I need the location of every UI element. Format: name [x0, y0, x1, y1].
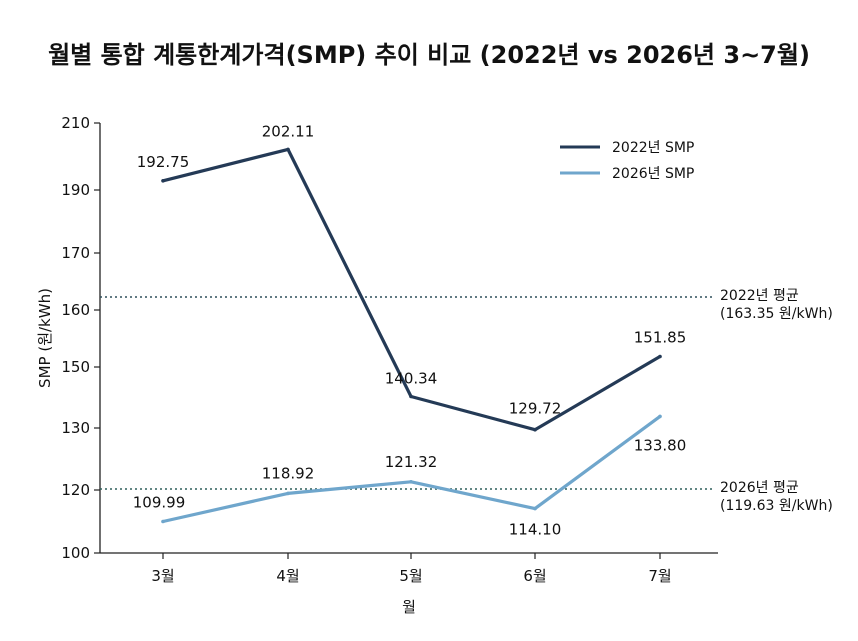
data-point — [533, 427, 537, 432]
data-point — [658, 354, 662, 359]
data-point — [286, 491, 290, 496]
data-point — [409, 394, 413, 399]
data-label: 192.75 — [137, 153, 190, 171]
y-tick-label: 100 — [61, 544, 90, 562]
data-labels: 192.75 202.11 140.34 129.72 151.85 109.99 118.… — [133, 122, 687, 538]
reference-value-label: (119.63 원/kWh) — [720, 498, 833, 514]
data-label: 118.92 — [262, 464, 315, 482]
chart-title: 월별 통합 계통한계가격(SMP) 추이 비교 (2022년 vs 2026년 … — [48, 41, 810, 69]
series-line-0 — [161, 147, 662, 432]
data-point — [533, 506, 537, 511]
y-tick-label: 150 — [61, 358, 90, 376]
y-tick-label: 130 — [61, 419, 90, 437]
y-axis-ticks: 100 120 130 150 160 170 190 210 — [61, 114, 100, 562]
legend: 2022년 SMP 2026년 SMP — [560, 140, 694, 182]
y-tick-label: 170 — [61, 244, 90, 262]
x-tick-label: 7월 — [648, 567, 671, 585]
y-axis-title: SMP (원/kWh) — [36, 288, 54, 388]
x-axis-title: 월 — [402, 598, 416, 616]
legend-label-2026: 2026년 SMP — [612, 166, 694, 182]
x-tick-label: 5월 — [399, 567, 422, 585]
y-tick-label: 160 — [61, 301, 90, 319]
data-point — [286, 147, 290, 152]
data-label: 129.72 — [509, 400, 562, 418]
legend-label-2022: 2022년 SMP — [612, 140, 694, 156]
data-label: 140.34 — [385, 369, 438, 387]
data-label: 121.32 — [385, 453, 438, 471]
reference-label: 2022년 평균 — [720, 288, 799, 304]
x-tick-label: 3월 — [151, 567, 174, 585]
data-label: 114.10 — [509, 521, 562, 539]
reference-label: 2026년 평균 — [720, 480, 799, 496]
data-label: 202.11 — [262, 122, 315, 140]
x-axis-ticks: 3월 4월 5월 6월 7월 — [151, 553, 672, 585]
y-tick-label: 190 — [61, 181, 90, 199]
x-tick-label: 4월 — [276, 567, 299, 585]
data-point — [409, 480, 413, 484]
reference-value-label: (163.35 원/kWh) — [720, 306, 833, 322]
series-lines — [161, 147, 662, 524]
reference-lines: 2022년 평균 (163.35 원/kWh) 2026년 평균 (119.63 원/… — [100, 288, 833, 514]
data-point — [161, 179, 165, 183]
y-tick-label: 210 — [61, 114, 90, 132]
data-point — [161, 519, 165, 524]
x-tick-label: 6월 — [523, 567, 546, 585]
data-point — [658, 414, 662, 419]
y-tick-label: 120 — [61, 481, 90, 499]
data-label: 133.80 — [634, 436, 687, 454]
data-label: 109.99 — [133, 494, 186, 512]
data-label: 151.85 — [634, 328, 687, 346]
